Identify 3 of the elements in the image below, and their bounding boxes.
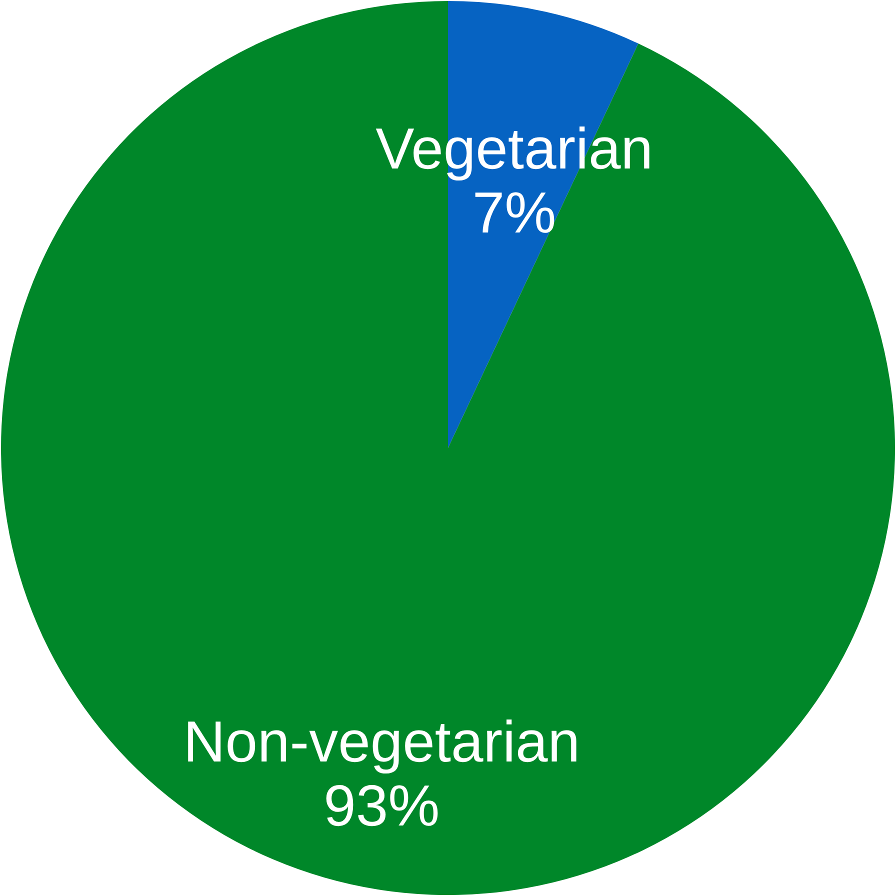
data-label: 93%	[324, 774, 440, 839]
slice-label: Non-vegetarian	[183, 710, 580, 775]
data-label: 7%	[472, 180, 556, 246]
